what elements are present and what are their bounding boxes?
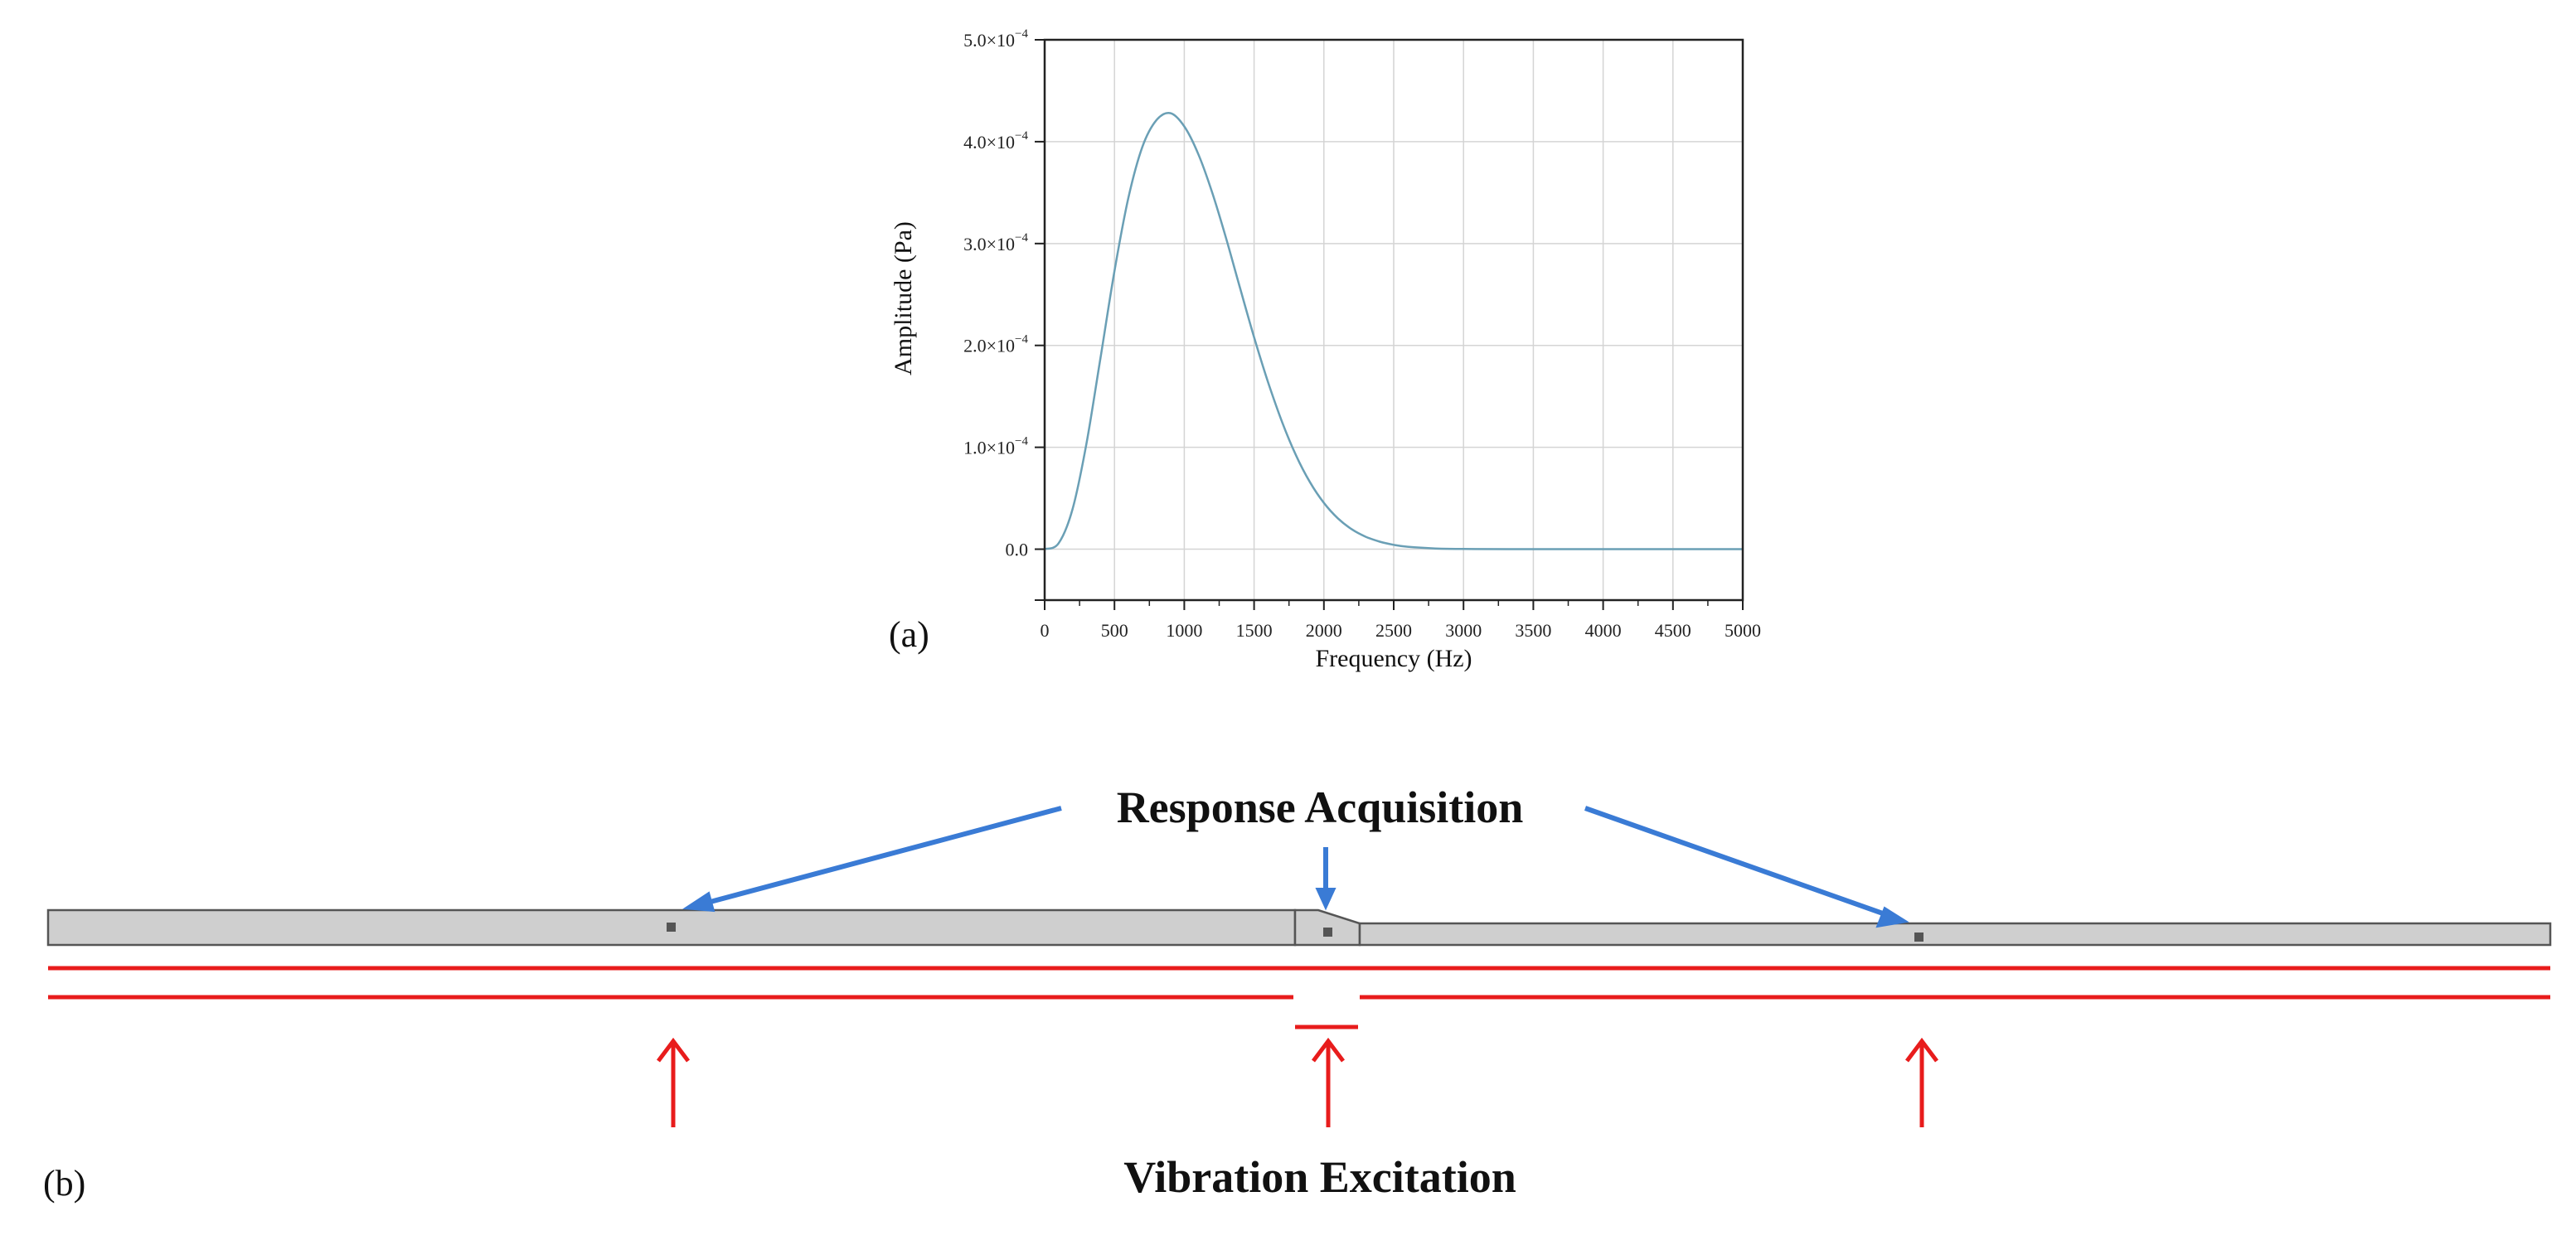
x-tick-label: 500: [1101, 620, 1128, 641]
y-tick-label: 2.0×10−4: [963, 333, 1028, 356]
plot-frame: [1043, 38, 1744, 602]
response-arrow-left: [682, 806, 1062, 913]
x-axis-title: Frequency (Hz): [1315, 645, 1472, 672]
amplitude-series-line: [1044, 111, 1743, 550]
x-tick-label: 1000: [1166, 620, 1202, 641]
panel-a-label: (a): [889, 614, 929, 655]
sensor-left: [667, 923, 676, 932]
vibration-excitation-title: Vibration Excitation: [1123, 1152, 1516, 1202]
x-tick-label: 0: [1041, 620, 1050, 641]
x-tick-label: 4500: [1655, 620, 1691, 641]
y-axis-title: Amplitude (Pa): [890, 221, 917, 375]
response-acquisition-title: Response Acquisition: [1117, 782, 1524, 832]
excitation-arrow-middle: [1312, 1037, 1345, 1127]
excitation-arrow-right: [1905, 1037, 1938, 1127]
y-tick-label: 3.0×10−4: [963, 231, 1028, 254]
pipe-right-section: [1358, 922, 2552, 947]
sensor-middle: [1323, 928, 1332, 937]
x-tick-label: 3000: [1445, 620, 1482, 641]
sensor-right: [1914, 933, 1924, 942]
x-tick-label: 3500: [1515, 620, 1551, 641]
x-tick-label: 2000: [1306, 620, 1342, 641]
y-tick-label: 1.0×10−4: [963, 435, 1028, 458]
response-arrow-middle: [1315, 847, 1337, 911]
x-tick-label: 4000: [1585, 620, 1622, 641]
response-arrow-right: [1584, 806, 1909, 928]
x-tick-labels: 0 500 1000 1500 2000 2500 3000 3500 4000 4500 5000: [1041, 620, 1762, 641]
y-tick-labels: 0.0 1.0×10−4 2.0×10−4 3.0×10−4 4.0×10−4 5.0×1…: [963, 27, 1028, 560]
spectrum-chart: 0 500 1000 1500 2000 2500 3000 3500 4000 4500 5000…: [890, 27, 1761, 672]
x-tick-label: 2500: [1375, 620, 1412, 641]
y-tick-label: 4.0×10−4: [963, 129, 1028, 153]
y-tick-label: 0.0: [1006, 540, 1029, 560]
pipe-schematic: [46, 806, 2552, 1127]
panel-b-label: (b): [43, 1163, 85, 1204]
y-tick-label: 5.0×10−4: [963, 27, 1028, 51]
x-tick-label: 1500: [1236, 620, 1273, 641]
x-tick-label: 5000: [1725, 620, 1761, 641]
excitation-arrow-left: [657, 1037, 690, 1127]
